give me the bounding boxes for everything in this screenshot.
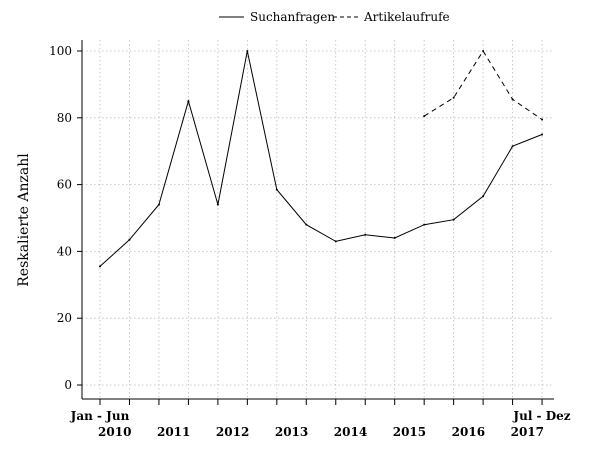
- grid: [82, 40, 554, 399]
- x-edge-label-start: Jan - Jun: [70, 409, 130, 423]
- x-year-label: 2011: [157, 425, 190, 439]
- data-point-suchanfragen: [275, 188, 278, 191]
- x-year-label: 2017: [511, 425, 544, 439]
- axes: 0 20 40 60 80 100 2010 2011 2012 2013 2014 2015 2016…: [49, 40, 554, 439]
- y-tick-label: 100: [49, 44, 72, 58]
- data-point-suchanfragen: [334, 240, 337, 243]
- y-tick-label: 40: [57, 244, 72, 258]
- x-year-label: 2015: [393, 425, 426, 439]
- y-tick-label: 80: [57, 111, 72, 125]
- y-axis-title: Reskalierte Anzahl: [16, 153, 32, 287]
- data-point-suchanfragen: [393, 237, 396, 240]
- legend-label-artikelaufrufe: Artikelaufrufe: [363, 10, 450, 24]
- data-point-artikelaufrufe: [541, 118, 544, 121]
- data-point-suchanfragen: [99, 265, 101, 268]
- data-point-artikelaufrufe: [511, 98, 514, 101]
- x-year-label: 2016: [452, 425, 485, 439]
- x-year-label: 2012: [216, 425, 249, 439]
- data-point-suchanfragen: [128, 238, 131, 241]
- x-year-label: 2014: [334, 425, 367, 439]
- data-point-suchanfragen: [452, 218, 455, 221]
- data-point-artikelaufrufe: [423, 115, 426, 118]
- y-tick-label: 0: [64, 378, 72, 392]
- series-group: [99, 50, 544, 268]
- legend: Suchanfragen Artikelaufrufe: [219, 10, 450, 24]
- data-point-suchanfragen: [541, 133, 544, 136]
- data-point-suchanfragen: [216, 203, 219, 206]
- x-year-label: 2010: [98, 425, 131, 439]
- data-point-suchanfragen: [246, 50, 249, 52]
- data-point-suchanfragen: [511, 145, 514, 148]
- data-point-suchanfragen: [305, 223, 308, 226]
- data-point-suchanfragen: [482, 195, 485, 198]
- data-point-suchanfragen: [157, 203, 160, 206]
- data-point-artikelaufrufe: [452, 96, 455, 99]
- data-point-suchanfragen: [423, 223, 426, 226]
- y-tick-label: 60: [57, 178, 72, 192]
- series-line-suchanfragen: [99, 50, 543, 267]
- legend-label-suchanfragen: Suchanfragen: [250, 10, 335, 24]
- y-tick-label: 20: [57, 311, 72, 325]
- data-point-suchanfragen: [364, 233, 367, 236]
- x-year-label: 2013: [275, 425, 308, 439]
- data-point-suchanfragen: [187, 100, 190, 103]
- x-edge-label-end: Jul - Dez: [512, 409, 570, 423]
- data-point-artikelaufrufe: [482, 50, 485, 52]
